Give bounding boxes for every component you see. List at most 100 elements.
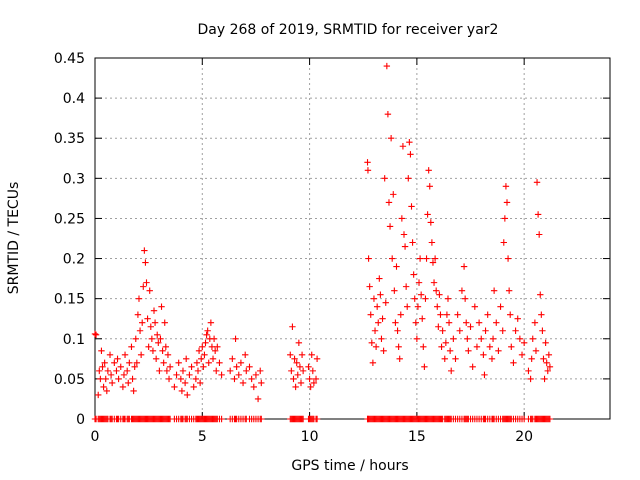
data-point (464, 335, 471, 342)
data-point (533, 179, 541, 186)
data-point (309, 367, 317, 375)
data-point (175, 359, 182, 367)
data-point (390, 191, 397, 198)
data-point (431, 255, 439, 262)
data-point (288, 367, 295, 375)
y-tick-label: 0.4 (63, 91, 85, 107)
data-point (229, 355, 236, 363)
data-point (436, 291, 443, 298)
data-point (486, 343, 494, 350)
data-point (235, 371, 242, 379)
data-point (308, 351, 315, 359)
data-point (132, 335, 139, 342)
data-point (469, 363, 476, 371)
zero-baseline-markers (91, 415, 554, 423)
data-point (528, 355, 535, 363)
data-point (95, 391, 102, 399)
data-point (425, 167, 432, 174)
data-point (367, 311, 374, 318)
data-point (505, 287, 513, 294)
data-point (115, 375, 122, 383)
data-point (364, 167, 372, 174)
data-point (158, 303, 165, 310)
baseline-point (218, 415, 225, 423)
data-point (393, 263, 400, 270)
data-point (313, 355, 321, 363)
data-point (129, 375, 136, 383)
data-point (439, 327, 446, 334)
data-point (392, 319, 399, 326)
data-point (385, 199, 393, 206)
data-point (151, 319, 159, 326)
data-point (537, 291, 544, 298)
data-point (209, 355, 217, 363)
data-point (186, 371, 193, 379)
data-point (445, 319, 453, 326)
data-point (402, 283, 410, 290)
data-point (203, 331, 210, 338)
data-point (435, 323, 442, 330)
data-point (97, 375, 104, 383)
data-point (291, 355, 298, 363)
data-point (443, 311, 451, 318)
data-point (375, 319, 382, 326)
baseline-point (258, 415, 265, 423)
data-point (164, 351, 172, 359)
data-point (543, 359, 550, 367)
data-point (216, 359, 223, 367)
data-point (484, 311, 491, 318)
data-point (413, 335, 421, 342)
data-point (502, 183, 510, 190)
data-point (430, 279, 438, 286)
data-point (195, 347, 203, 355)
data-point (258, 379, 265, 387)
data-point (411, 295, 418, 302)
data-point (107, 371, 115, 379)
data-point (213, 367, 220, 375)
data-point (427, 219, 435, 226)
data-point (429, 259, 437, 266)
data-point (196, 379, 204, 387)
data-point (391, 287, 398, 294)
data-point (421, 363, 428, 371)
data-point (137, 351, 145, 359)
data-point (529, 335, 536, 342)
data-point (145, 343, 152, 350)
data-point (442, 339, 450, 346)
data-point (544, 367, 551, 375)
data-point (294, 371, 301, 379)
data-point (312, 375, 320, 383)
data-point (252, 371, 260, 379)
x-tick-label: 0 (91, 429, 100, 445)
data-point (386, 223, 394, 230)
data-point (144, 315, 151, 322)
y-tick-label: 0.45 (54, 51, 85, 67)
data-point (292, 383, 299, 391)
data-point (415, 279, 423, 286)
data-point (493, 319, 500, 326)
data-point (399, 143, 407, 150)
data-point (527, 375, 534, 383)
data-point (157, 335, 164, 342)
data-point (214, 343, 221, 350)
data-point (134, 311, 142, 318)
y-tick-label: 0.35 (54, 131, 85, 147)
data-point (199, 343, 206, 350)
data-point (200, 363, 207, 371)
chart-title: Day 268 of 2019, SRMTID for receiver yar… (198, 22, 499, 38)
data-point (507, 311, 514, 318)
data-point (473, 343, 481, 350)
data-point (419, 315, 426, 322)
data-point (148, 335, 156, 342)
data-point (239, 379, 247, 387)
data-point (211, 347, 219, 355)
y-tick-label: 0.05 (54, 372, 85, 388)
data-point (125, 379, 132, 387)
data-point (152, 355, 160, 363)
data-point (208, 343, 216, 350)
data-point (541, 375, 548, 383)
data-point (516, 335, 524, 342)
data-point (450, 335, 457, 342)
data-point (159, 347, 166, 355)
data-point (104, 367, 112, 375)
